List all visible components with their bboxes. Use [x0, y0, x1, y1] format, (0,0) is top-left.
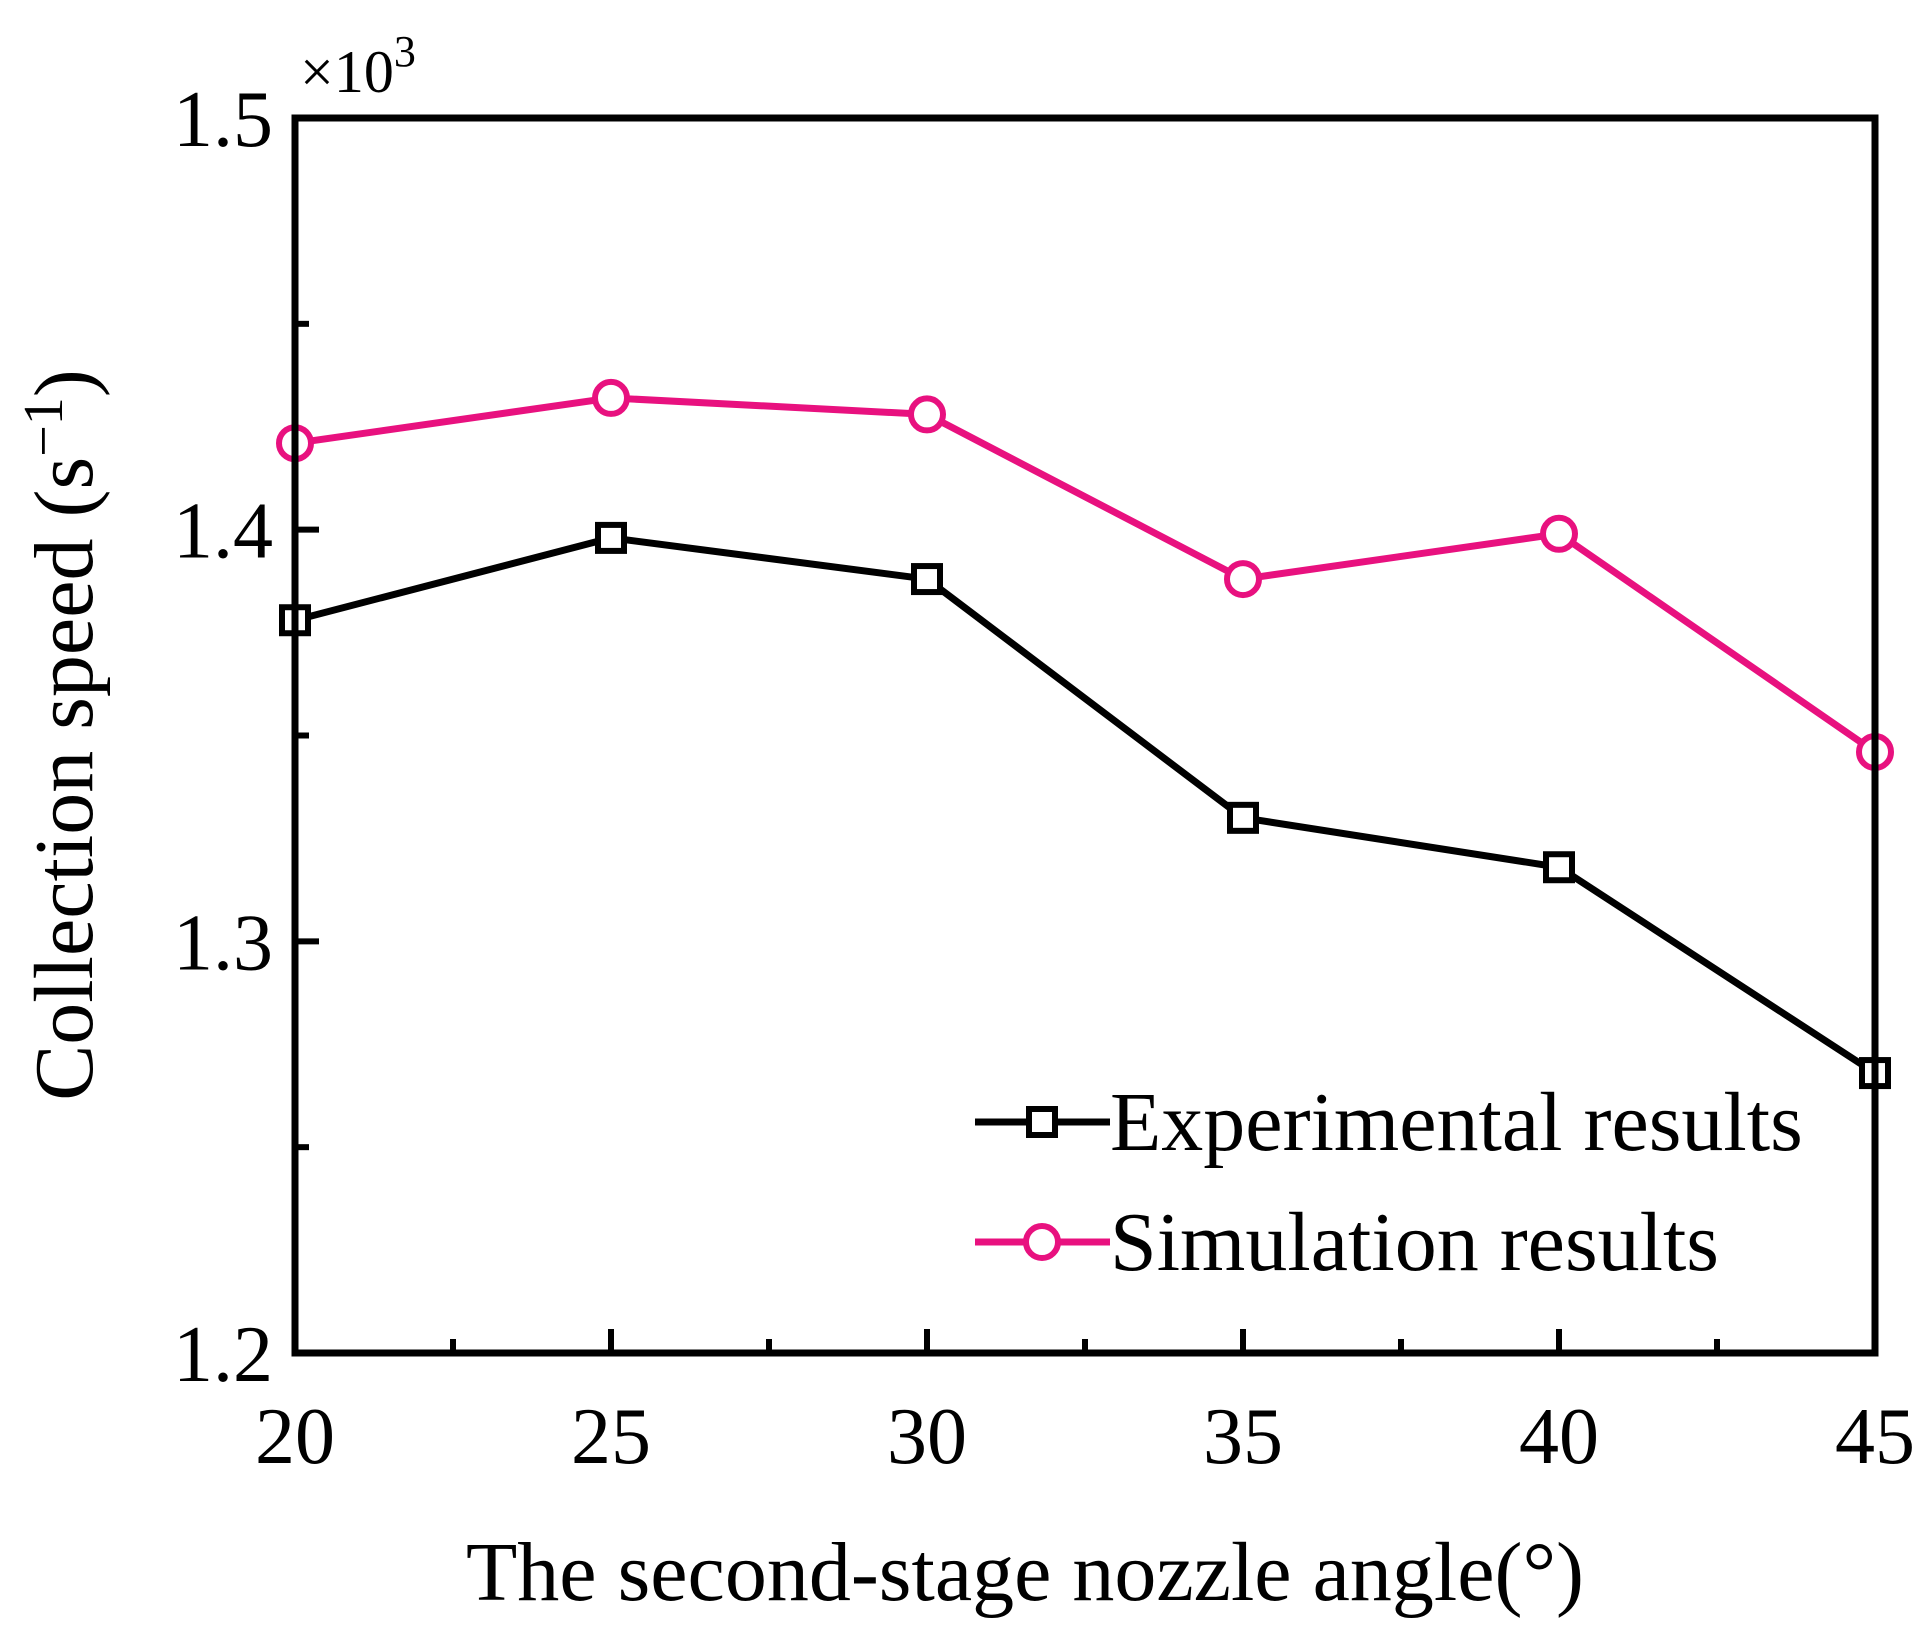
- data-point: [911, 563, 943, 596]
- y-tick-label: 1.4: [173, 488, 273, 576]
- x-tick-label: 25: [571, 1393, 651, 1481]
- y-multiplier: ×103: [300, 27, 416, 105]
- x-tick-label: 35: [1203, 1393, 1283, 1481]
- data-point: [908, 395, 946, 434]
- legend-marker: [1026, 1106, 1058, 1138]
- legend: Experimental results Simulation results: [975, 1076, 1803, 1289]
- data-point: [1224, 560, 1262, 599]
- x-tick-label: 45: [1835, 1393, 1915, 1481]
- series-square: [279, 521, 1891, 1090]
- legend-marker: [1023, 1223, 1061, 1261]
- y-axis-title: Collection speed (s−1): [13, 369, 111, 1100]
- x-tick-label: 30: [887, 1393, 967, 1481]
- data-point: [595, 521, 627, 554]
- series-circle: [276, 378, 1894, 771]
- y-tick-label: 1.5: [173, 76, 273, 164]
- series-line: [294, 534, 1877, 1076]
- x-tick-label: 40: [1519, 1393, 1599, 1481]
- y-tick-label: 1.3: [173, 899, 273, 987]
- x-tick-label: 20: [255, 1393, 335, 1481]
- series-line: [294, 394, 1877, 755]
- plot-frame: [291, 114, 1879, 1357]
- data-point: [1543, 851, 1575, 884]
- legend-label: Experimental results: [1110, 1076, 1803, 1169]
- data-point: [1540, 514, 1578, 553]
- legend-label: Simulation results: [1110, 1196, 1719, 1289]
- data-point: [592, 378, 630, 417]
- x-axis-title: The second-stage nozzle angle(°): [466, 1526, 1584, 1619]
- data-point: [1227, 801, 1259, 834]
- y-tick-label: 1.2: [173, 1311, 273, 1399]
